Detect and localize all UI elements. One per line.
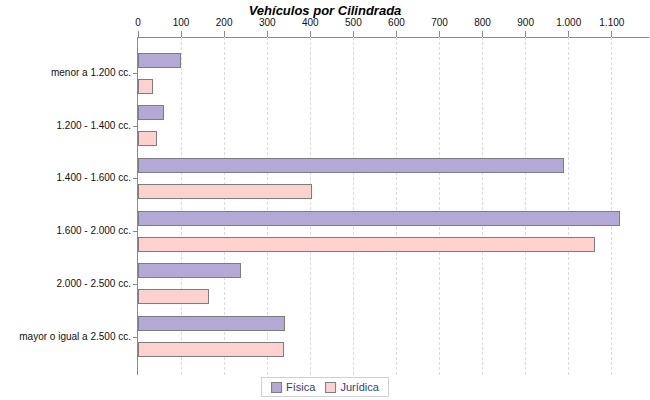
x-tick-mark [138,31,139,37]
category-label: 1.600 - 2.000 cc. [0,225,131,236]
bar-fisica-2 [138,158,564,173]
fisica-color-swatch [271,382,282,393]
x-tick-mark [611,31,612,37]
bar-juridica-3 [138,237,595,252]
x-tick-mark [396,31,397,37]
x-tick-label: 0 [135,17,141,28]
x-tick-mark [224,31,225,37]
legend-label-fisica: Física [286,381,315,393]
x-tick-label: 1.000 [556,17,581,28]
x-tick-label: 300 [259,17,276,28]
x-tick-mark [267,31,268,37]
x-tick-mark [353,31,354,37]
bar-fisica-0 [138,53,181,68]
x-tick-label: 800 [474,17,491,28]
gridline [439,37,440,375]
bar-juridica-1 [138,131,157,146]
x-tick-label: 200 [216,17,233,28]
y-tick-mark [133,284,137,285]
category-label: 1.400 - 1.600 cc. [0,172,131,183]
x-tick-label: 700 [431,17,448,28]
y-tick-mark [133,337,137,338]
juridica-color-swatch [325,382,336,393]
gridline [611,37,612,375]
legend-item-fisica: Física [271,381,315,393]
bar-fisica-3 [138,211,620,226]
x-tick-label: 100 [173,17,190,28]
x-tick-mark [439,31,440,37]
gridline [310,37,311,375]
legend-item-juridica: Jurídica [325,381,379,393]
y-tick-mark [133,231,137,232]
gridline [353,37,354,375]
chart-title: Vehículos por Cilindrada [0,3,650,18]
y-tick-mark [133,73,137,74]
x-tick-mark [181,31,182,37]
category-label: 1.200 - 1.400 cc. [0,120,131,131]
plot-area [138,37,649,375]
legend: Física Jurídica [261,377,389,397]
gridline [482,37,483,375]
bar-juridica-5 [138,342,284,357]
bar-fisica-4 [138,263,241,278]
bar-juridica-2 [138,184,312,199]
chart: Vehículos por Cilindrada Física Jurídica… [0,0,650,400]
x-tick-mark [310,31,311,37]
gridline [568,37,569,375]
x-tick-label: 400 [302,17,319,28]
x-tick-label: 600 [388,17,405,28]
x-tick-mark [482,31,483,37]
category-label: menor a 1.200 cc. [0,67,131,78]
bar-juridica-4 [138,289,209,304]
y-tick-mark [133,178,137,179]
x-tick-label: 1.100 [599,17,624,28]
bar-fisica-5 [138,316,285,331]
x-tick-mark [568,31,569,37]
y-tick-mark [133,126,137,127]
x-tick-label: 500 [345,17,362,28]
category-label: 2.000 - 2.500 cc. [0,278,131,289]
bar-juridica-0 [138,79,153,94]
bar-fisica-1 [138,105,164,120]
x-tick-mark [525,31,526,37]
gridline [525,37,526,375]
x-tick-label: 900 [517,17,534,28]
gridline [396,37,397,375]
category-label: mayor o igual a 2.500 cc. [0,331,131,342]
legend-label-juridica: Jurídica [340,381,379,393]
